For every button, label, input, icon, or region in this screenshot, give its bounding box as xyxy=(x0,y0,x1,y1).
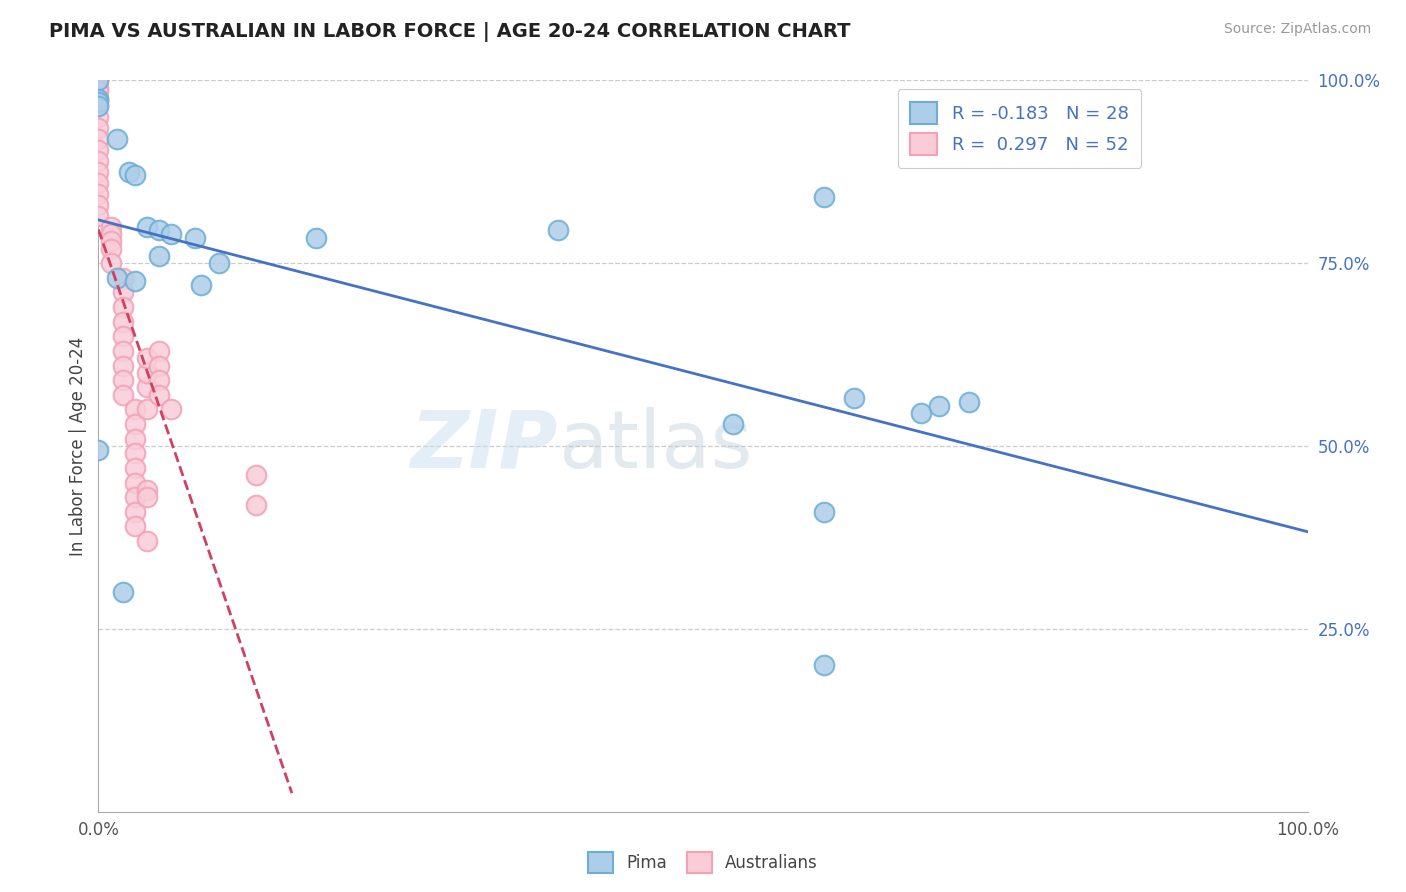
Text: PIMA VS AUSTRALIAN IN LABOR FORCE | AGE 20-24 CORRELATION CHART: PIMA VS AUSTRALIAN IN LABOR FORCE | AGE … xyxy=(49,22,851,42)
Point xyxy=(111,285,134,300)
Point xyxy=(100,234,122,248)
Point xyxy=(148,359,170,373)
Point xyxy=(87,186,110,201)
Point xyxy=(111,388,134,402)
Point xyxy=(135,351,157,366)
Point xyxy=(111,300,134,314)
Point xyxy=(245,468,267,483)
Point xyxy=(87,110,110,124)
Point xyxy=(813,658,835,673)
Point xyxy=(111,270,134,285)
Point xyxy=(87,99,110,113)
Point xyxy=(87,120,110,135)
Point xyxy=(547,223,569,237)
Point xyxy=(100,242,122,256)
Point xyxy=(124,505,146,519)
Point xyxy=(87,84,110,98)
Point xyxy=(118,164,141,178)
Point xyxy=(813,190,835,204)
Point xyxy=(148,343,170,358)
Point xyxy=(124,417,146,431)
Point xyxy=(87,92,110,106)
Point xyxy=(100,256,122,270)
Point xyxy=(87,132,110,146)
Point xyxy=(87,80,110,95)
Point xyxy=(124,446,146,460)
Legend: R = -0.183   N = 28, R =  0.297   N = 52: R = -0.183 N = 28, R = 0.297 N = 52 xyxy=(897,89,1142,168)
Point xyxy=(87,197,110,211)
Point xyxy=(124,275,146,289)
Point xyxy=(87,164,110,178)
Point xyxy=(105,132,128,146)
Point xyxy=(87,99,110,113)
Point xyxy=(87,73,110,87)
Point xyxy=(148,223,170,237)
Point xyxy=(111,585,134,599)
Legend: Pima, Australians: Pima, Australians xyxy=(581,846,825,880)
Point xyxy=(100,219,122,234)
Point xyxy=(111,343,134,358)
Point xyxy=(160,402,183,417)
Point xyxy=(190,278,212,293)
Point xyxy=(124,432,146,446)
Point xyxy=(135,219,157,234)
Point xyxy=(111,359,134,373)
Point xyxy=(111,329,134,343)
Point xyxy=(844,392,866,406)
Point xyxy=(87,95,110,110)
Point xyxy=(111,315,134,329)
Point xyxy=(87,442,110,457)
Point xyxy=(124,519,146,533)
Point xyxy=(135,534,157,549)
Point xyxy=(208,256,231,270)
Point xyxy=(87,143,110,157)
Point xyxy=(87,176,110,190)
Point xyxy=(910,406,932,420)
Text: Source: ZipAtlas.com: Source: ZipAtlas.com xyxy=(1223,22,1371,37)
Point xyxy=(105,270,128,285)
Point xyxy=(245,498,267,512)
Point xyxy=(723,417,745,431)
Point xyxy=(184,230,207,244)
Point xyxy=(148,388,170,402)
Point xyxy=(135,490,157,504)
Y-axis label: In Labor Force | Age 20-24: In Labor Force | Age 20-24 xyxy=(69,336,87,556)
Point xyxy=(87,153,110,168)
Point xyxy=(160,227,183,241)
Point xyxy=(148,373,170,387)
Point xyxy=(100,227,122,241)
Point xyxy=(124,461,146,475)
Point xyxy=(124,402,146,417)
Point xyxy=(135,380,157,394)
Point xyxy=(87,73,110,87)
Point xyxy=(111,373,134,387)
Point xyxy=(124,490,146,504)
Text: atlas: atlas xyxy=(558,407,752,485)
Point xyxy=(135,366,157,380)
Point xyxy=(305,230,328,244)
Point xyxy=(87,209,110,223)
Point xyxy=(124,169,146,183)
Point xyxy=(928,399,950,413)
Text: ZIP: ZIP xyxy=(411,407,558,485)
Point xyxy=(957,395,980,409)
Point xyxy=(148,249,170,263)
Point xyxy=(87,92,110,106)
Point xyxy=(124,475,146,490)
Point xyxy=(135,483,157,497)
Point xyxy=(813,505,835,519)
Point xyxy=(135,402,157,417)
